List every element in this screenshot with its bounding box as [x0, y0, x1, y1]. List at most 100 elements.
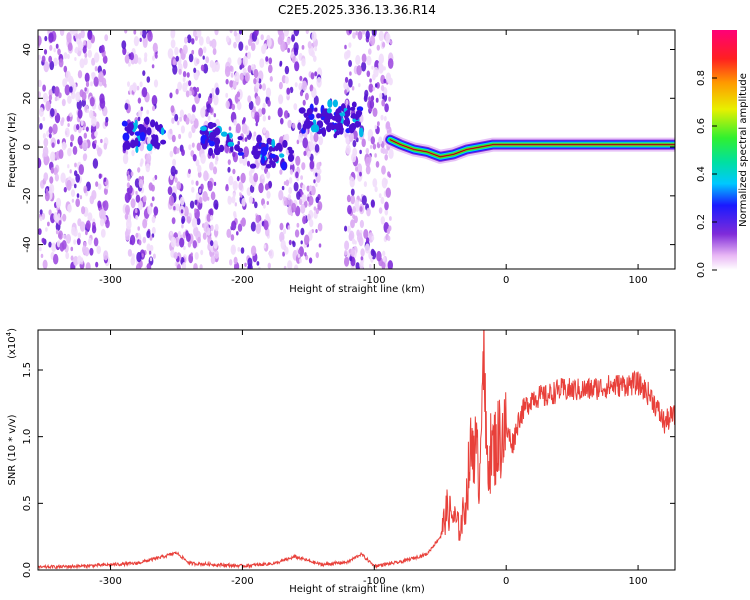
noise-speckle	[292, 122, 296, 129]
noise-speckle	[87, 212, 93, 222]
noise-speckle	[210, 255, 216, 265]
noise-speckle	[262, 127, 267, 134]
noise-speckle	[95, 181, 99, 187]
noise-speckle	[209, 161, 214, 171]
noise-speckle	[171, 117, 175, 124]
noise-speckle	[301, 58, 306, 67]
noise-speckle	[135, 190, 138, 195]
noise-speckle	[262, 102, 266, 109]
noise-speckle	[203, 221, 209, 233]
noise-speckle	[126, 208, 130, 215]
noise-speckle	[313, 206, 317, 211]
x-tick-label: -200	[231, 275, 254, 286]
noise-speckle	[376, 82, 380, 89]
noise-speckle	[350, 248, 356, 257]
noise-speckle	[185, 230, 189, 237]
cluster-speckle	[249, 163, 257, 169]
noise-speckle	[228, 126, 232, 131]
noise-speckle	[299, 258, 302, 264]
noise-speckle	[214, 30, 219, 36]
noise-speckle	[344, 249, 348, 256]
cluster-speckle	[260, 146, 268, 157]
noise-speckle	[192, 240, 197, 249]
cluster-speckle	[226, 133, 230, 144]
noise-speckle	[197, 236, 201, 244]
noise-speckle	[75, 91, 81, 103]
noise-speckle	[142, 236, 147, 244]
noise-speckle	[136, 85, 140, 91]
noise-speckle	[250, 64, 255, 71]
cluster-speckle	[343, 118, 351, 126]
noise-speckle	[357, 232, 363, 243]
noise-speckle	[294, 229, 300, 238]
snr-x-label: Height of straight line (km)	[289, 584, 425, 595]
noise-speckle	[186, 72, 190, 78]
noise-speckle	[42, 116, 46, 122]
noise-speckle	[259, 58, 265, 68]
noise-speckle	[346, 194, 351, 203]
noise-speckle	[374, 83, 378, 88]
noise-speckle	[173, 251, 178, 260]
noise-speckle	[196, 142, 201, 151]
noise-speckle	[372, 107, 378, 118]
noise-speckle	[191, 142, 195, 148]
noise-speckle	[183, 245, 186, 251]
noise-speckle	[51, 242, 57, 252]
spectrogram-x-label: Height of straight line (km)	[289, 284, 425, 295]
noise-speckle	[243, 146, 249, 158]
noise-speckle	[171, 134, 176, 143]
noise-speckle	[228, 175, 234, 186]
noise-speckle	[230, 244, 236, 255]
y-tick-label: 0	[22, 144, 33, 150]
noise-speckle	[122, 47, 127, 56]
noise-speckle	[149, 235, 153, 241]
noise-speckle	[264, 183, 269, 191]
noise-speckle	[238, 30, 243, 35]
noise-speckle	[124, 54, 130, 64]
noise-speckle	[236, 101, 242, 111]
noise-speckle	[89, 96, 95, 107]
noise-speckle	[293, 264, 299, 269]
noise-speckle	[369, 144, 373, 149]
noise-speckle	[180, 125, 185, 134]
noise-speckle	[38, 107, 44, 117]
noise-speckle	[225, 35, 230, 43]
noise-speckle	[381, 165, 386, 175]
noise-speckle	[383, 66, 386, 71]
noise-speckle	[242, 55, 248, 67]
noise-speckle	[44, 35, 48, 42]
noise-speckle	[176, 147, 180, 154]
noise-speckle	[146, 109, 150, 115]
cluster-speckle	[146, 143, 153, 152]
noise-speckle	[63, 65, 68, 73]
noise-speckle	[103, 142, 108, 150]
noise-speckle	[231, 196, 236, 204]
cluster-speckle	[359, 127, 364, 138]
spectrogram-frame	[37, 29, 676, 270]
noise-speckle	[380, 85, 385, 92]
noise-speckle	[176, 181, 181, 191]
noise-speckle	[388, 77, 393, 86]
colorbar: 0.0 0.2 0.4 0.6 0.8 Normalized spectral ampl…	[696, 30, 749, 278]
noise-speckle	[77, 108, 83, 119]
noise-speckle	[225, 184, 229, 192]
noise-speckle	[193, 263, 198, 269]
noise-speckle	[376, 44, 380, 51]
noise-speckle	[66, 233, 71, 244]
noise-speckle	[181, 149, 185, 156]
noise-speckle	[211, 87, 215, 94]
noise-speckle	[378, 30, 384, 42]
noise-speckle	[95, 121, 100, 129]
noise-speckle	[344, 225, 348, 232]
noise-speckle	[170, 165, 176, 177]
noise-speckle	[139, 161, 143, 167]
noise-speckle	[355, 31, 359, 36]
noise-speckle	[355, 54, 361, 66]
noise-speckle	[237, 223, 243, 232]
noise-speckle	[351, 86, 355, 91]
noise-speckle	[278, 94, 284, 105]
noise-speckle	[298, 133, 304, 143]
noise-speckle	[76, 193, 80, 198]
noise-speckle	[70, 78, 74, 86]
noise-speckle	[188, 131, 193, 139]
